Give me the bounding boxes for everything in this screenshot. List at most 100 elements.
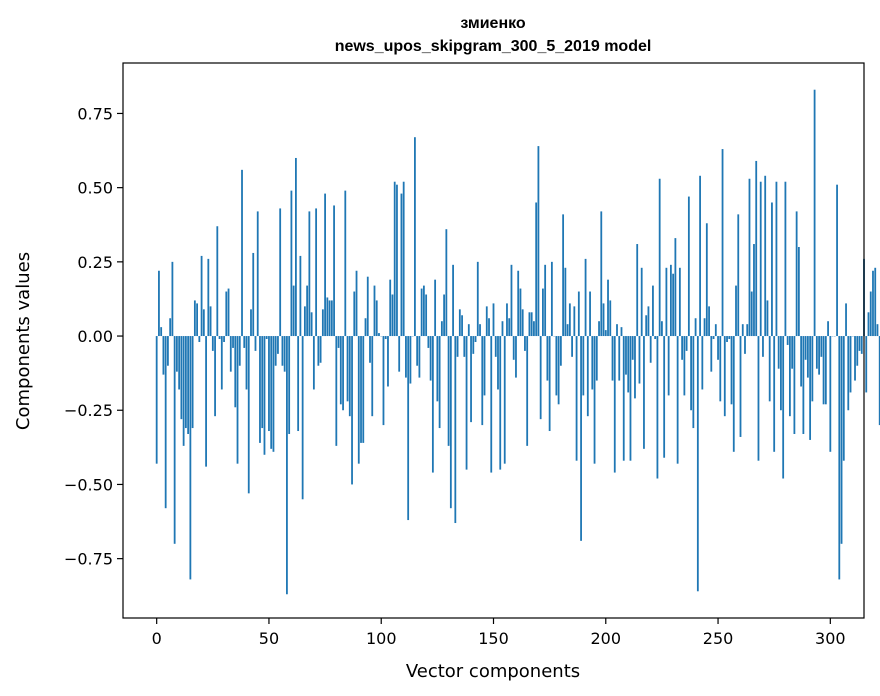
bar [308, 211, 311, 337]
bar [580, 336, 582, 541]
bar [589, 291, 591, 337]
bar [463, 336, 466, 357]
bar [854, 336, 856, 381]
bars-group [155, 89, 880, 595]
bar [640, 267, 643, 337]
bar [501, 321, 504, 337]
bar [414, 137, 416, 337]
bar [524, 336, 526, 351]
bar [658, 178, 661, 337]
bar [310, 312, 313, 337]
bar [748, 178, 751, 337]
y-tick-label: −0.25 [64, 401, 113, 420]
bar [510, 264, 513, 337]
bar [566, 324, 569, 337]
bar [303, 306, 306, 337]
bar [398, 336, 401, 372]
bar [158, 270, 160, 337]
bar [191, 336, 194, 429]
bar [351, 336, 353, 485]
bar [431, 336, 434, 473]
bar [245, 336, 248, 390]
bar [472, 336, 475, 354]
bar [874, 267, 877, 337]
bar [198, 336, 201, 342]
bar [604, 330, 607, 337]
bar [611, 336, 614, 381]
bar [593, 336, 596, 464]
bar [555, 336, 558, 396]
bar [775, 181, 778, 337]
bar [167, 336, 169, 366]
bar [723, 336, 726, 417]
bar [474, 336, 477, 342]
bar [211, 336, 214, 351]
bar [636, 244, 639, 337]
bar [546, 336, 549, 381]
bar [512, 336, 515, 360]
bar [517, 270, 520, 337]
bar [712, 336, 715, 340]
bar [829, 336, 832, 452]
bar [481, 336, 484, 426]
bar [436, 336, 439, 402]
x-tick-label: 300 [815, 629, 846, 648]
bar [467, 324, 470, 337]
bar [795, 211, 798, 337]
bar [405, 336, 407, 378]
bar [470, 336, 472, 423]
bar [815, 336, 818, 369]
bar [281, 336, 284, 366]
bar [189, 336, 192, 580]
bar [348, 336, 351, 417]
bar [250, 309, 252, 337]
bar [674, 238, 677, 337]
y-axis-ticks: 0.75 0.50 0.25 0.00 −0.25 −0.50 −0.75 [64, 104, 123, 569]
bar [726, 336, 728, 342]
bar [400, 193, 403, 337]
bar [393, 181, 396, 337]
bar [252, 252, 255, 337]
bar [836, 184, 838, 337]
bar [160, 327, 163, 337]
bar [616, 324, 618, 337]
bar [797, 247, 800, 337]
bar [802, 336, 805, 434]
bar [317, 336, 320, 366]
bar [730, 336, 733, 405]
bar [364, 318, 367, 337]
bar [326, 297, 329, 337]
bar [869, 291, 872, 337]
bar [182, 336, 185, 446]
bar [676, 336, 679, 464]
bar [155, 336, 158, 464]
bar [537, 146, 540, 337]
y-tick-label: 0.25 [77, 253, 113, 272]
bar [804, 336, 807, 360]
bar [521, 309, 524, 337]
bar [685, 336, 688, 351]
bar [268, 336, 270, 432]
bar [295, 157, 297, 337]
bar [645, 315, 648, 337]
bar [533, 321, 535, 337]
bar [241, 169, 243, 337]
bar [220, 336, 223, 390]
bar [542, 288, 544, 337]
bar [683, 336, 686, 396]
x-tick-label: 200 [590, 629, 621, 648]
y-tick-label: −0.50 [64, 475, 113, 494]
bar [719, 336, 722, 402]
bar [771, 202, 773, 337]
bar [485, 306, 488, 337]
bar [360, 336, 362, 443]
bar [620, 327, 623, 337]
bar [396, 184, 398, 337]
bar [696, 336, 699, 592]
bar [755, 160, 758, 337]
bar [277, 336, 279, 354]
bar [562, 214, 565, 337]
bar [858, 336, 861, 351]
